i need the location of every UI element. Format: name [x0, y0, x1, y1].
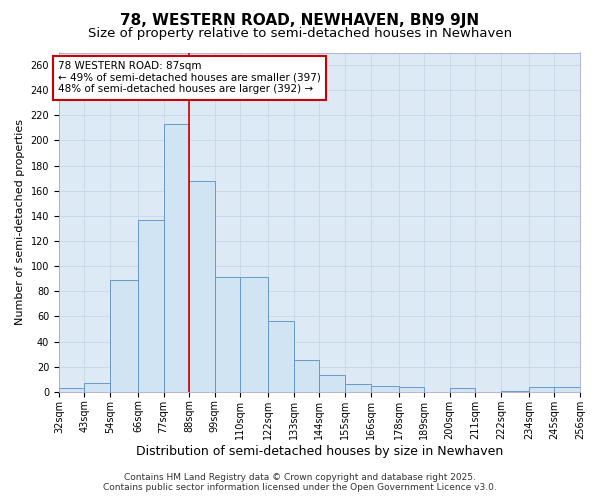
- Bar: [164, 124, 189, 392]
- Bar: [529, 387, 554, 392]
- Bar: [215, 278, 241, 392]
- Text: 78 WESTERN ROAD: 87sqm
← 49% of semi-detached houses are smaller (397)
48% of se: 78 WESTERN ROAD: 87sqm ← 49% of semi-det…: [58, 62, 320, 94]
- Text: Contains HM Land Registry data © Crown copyright and database right 2025.
Contai: Contains HM Land Registry data © Crown c…: [103, 473, 497, 492]
- Bar: [59, 388, 85, 392]
- Text: 78, WESTERN ROAD, NEWHAVEN, BN9 9JN: 78, WESTERN ROAD, NEWHAVEN, BN9 9JN: [121, 12, 479, 28]
- Bar: [241, 278, 268, 392]
- Bar: [398, 387, 424, 392]
- Bar: [138, 220, 164, 392]
- Bar: [319, 376, 345, 392]
- Bar: [554, 387, 580, 392]
- Bar: [501, 390, 529, 392]
- Text: Size of property relative to semi-detached houses in Newhaven: Size of property relative to semi-detach…: [88, 28, 512, 40]
- Bar: [294, 360, 319, 392]
- Bar: [85, 383, 110, 392]
- Bar: [345, 384, 371, 392]
- Bar: [450, 388, 475, 392]
- Bar: [189, 180, 215, 392]
- Y-axis label: Number of semi-detached properties: Number of semi-detached properties: [15, 119, 25, 325]
- Bar: [110, 280, 138, 392]
- X-axis label: Distribution of semi-detached houses by size in Newhaven: Distribution of semi-detached houses by …: [136, 444, 503, 458]
- Bar: [371, 386, 398, 392]
- Bar: [268, 322, 294, 392]
